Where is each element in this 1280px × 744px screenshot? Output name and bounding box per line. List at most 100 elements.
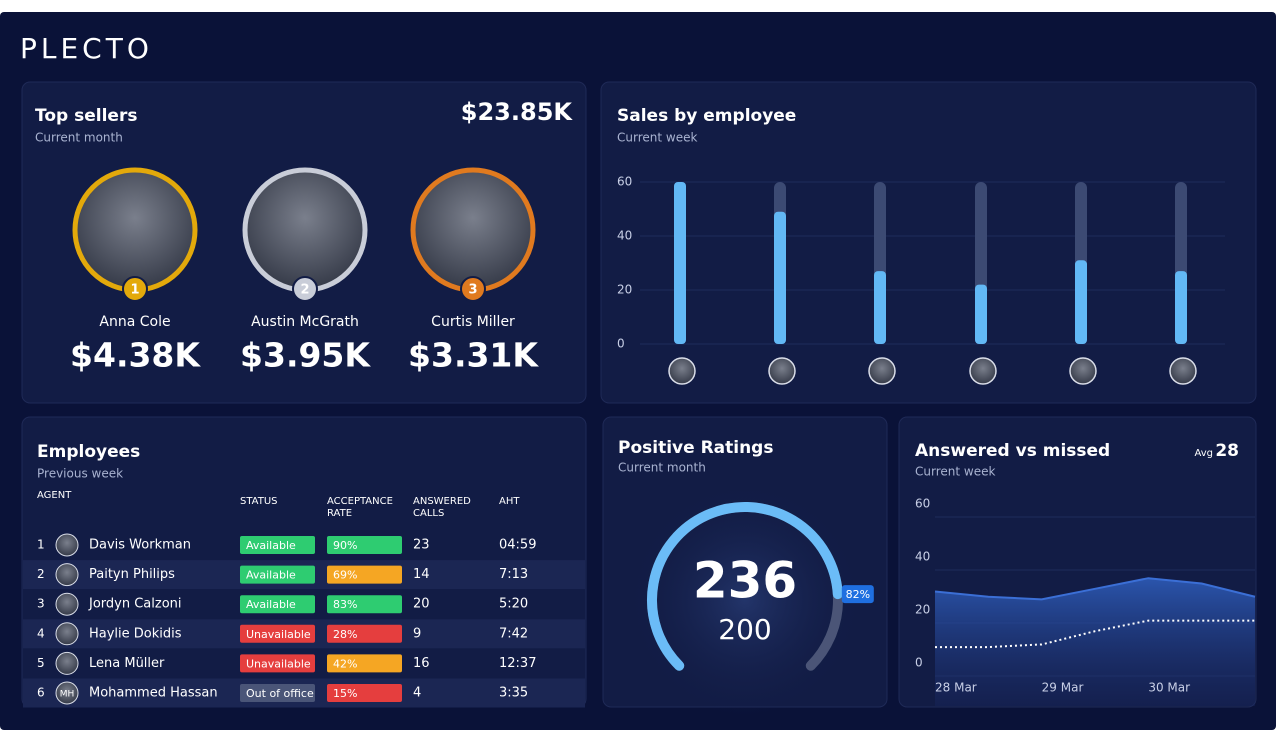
avatar bbox=[55, 563, 79, 587]
rate-pill bbox=[327, 536, 402, 554]
panel-title: Sales by employee bbox=[617, 106, 796, 126]
employee-avatar bbox=[868, 357, 896, 385]
rank: 2 bbox=[37, 567, 45, 581]
avatar bbox=[55, 681, 79, 705]
acceptance-rate: 69% bbox=[333, 569, 357, 582]
panel-subtitle: Current month bbox=[35, 131, 123, 145]
panel-title: Top sellers bbox=[35, 106, 137, 126]
area bbox=[935, 578, 1255, 706]
status: Out of office bbox=[246, 687, 314, 700]
agent-name: Paityn Philips bbox=[89, 567, 175, 582]
y-tick-label: 40 bbox=[915, 550, 930, 564]
answered-calls: 4 bbox=[413, 686, 421, 701]
avatar-ring bbox=[242, 167, 368, 293]
rate-pill bbox=[327, 595, 402, 614]
line bbox=[935, 619, 1255, 649]
status-pill bbox=[240, 565, 315, 584]
avg-value: 28 bbox=[1215, 441, 1239, 461]
y-tick-label: 0 bbox=[915, 656, 923, 670]
status-pill bbox=[240, 654, 315, 673]
rate-pill bbox=[327, 565, 402, 584]
status-pill bbox=[240, 684, 315, 702]
rank: 2 bbox=[300, 283, 309, 298]
percent-label: 82% bbox=[846, 588, 870, 601]
seller-amount: $4.38K bbox=[70, 336, 201, 375]
status: Available bbox=[246, 539, 296, 552]
aht: 5:20 bbox=[499, 597, 528, 612]
aht: 7:42 bbox=[499, 626, 528, 641]
employee-avatar bbox=[668, 357, 696, 385]
answered-calls: 16 bbox=[413, 656, 430, 671]
status: Available bbox=[246, 598, 296, 611]
seller-amount: $3.31K bbox=[408, 336, 539, 375]
panel bbox=[600, 81, 1257, 404]
bar bbox=[1175, 271, 1187, 344]
avatar bbox=[55, 651, 79, 675]
answered-calls: 9 bbox=[413, 626, 421, 641]
rank: 3 bbox=[468, 283, 477, 298]
x-tick-label: 30 Mar bbox=[1148, 681, 1190, 695]
status-pill bbox=[240, 624, 315, 643]
y-tick-label: 20 bbox=[617, 283, 632, 297]
panel-subtitle: Current month bbox=[618, 461, 706, 475]
agent-name: Mohammed Hassan bbox=[89, 686, 218, 701]
agent-name: Haylie Dokidis bbox=[89, 626, 182, 641]
aht: 3:35 bbox=[499, 686, 528, 701]
y-tick-label: 60 bbox=[915, 497, 930, 511]
percent-badge bbox=[841, 585, 874, 604]
seller-name: Anna Cole bbox=[99, 314, 170, 330]
rank: 1 bbox=[130, 283, 139, 298]
acceptance-rate: 15% bbox=[333, 687, 357, 700]
gauge-fill bbox=[647, 502, 843, 671]
y-tick-label: 60 bbox=[617, 175, 632, 189]
avatar-ring bbox=[410, 167, 536, 293]
column-header: AHT bbox=[499, 496, 520, 507]
seller-name: Curtis Miller bbox=[431, 314, 515, 330]
rank: 3 bbox=[37, 597, 45, 611]
acceptance-rate: 83% bbox=[333, 598, 357, 611]
rank: 1 bbox=[37, 538, 45, 552]
employee-avatar bbox=[969, 357, 997, 385]
gauge-glow bbox=[625, 480, 865, 720]
total: $23.85K bbox=[461, 98, 574, 126]
panel-subtitle: Current week bbox=[915, 465, 995, 479]
rank: 6 bbox=[37, 686, 45, 700]
agent-name: Lena Müller bbox=[89, 656, 165, 671]
answered-calls: 20 bbox=[413, 597, 430, 612]
status: Available bbox=[246, 569, 296, 582]
panel-title: Employees bbox=[37, 442, 140, 462]
avg-label: Avg bbox=[1194, 448, 1213, 459]
bar bbox=[1075, 260, 1087, 344]
column-header: AGENT bbox=[37, 490, 72, 501]
avatar bbox=[55, 592, 79, 616]
avatar-ring bbox=[72, 167, 198, 293]
acceptance-rate: 28% bbox=[333, 628, 357, 641]
rank: 5 bbox=[37, 656, 45, 670]
initials: MH bbox=[60, 690, 75, 700]
rank-badge bbox=[292, 276, 318, 302]
rate-pill bbox=[327, 624, 402, 643]
y-tick-label: 20 bbox=[915, 603, 930, 617]
panel-title: Answered vs missed bbox=[915, 441, 1110, 461]
employee-avatar bbox=[1169, 357, 1197, 385]
bar bbox=[975, 284, 987, 344]
seller-amount: $3.95K bbox=[240, 336, 371, 375]
aht: 12:37 bbox=[499, 656, 536, 671]
aht: 7:13 bbox=[499, 567, 528, 582]
employee-avatar bbox=[1069, 357, 1097, 385]
bar bbox=[674, 182, 686, 344]
bar bbox=[774, 211, 786, 344]
x-tick-label: 28 Mar bbox=[935, 681, 977, 695]
rate-pill bbox=[327, 654, 402, 673]
avatar bbox=[55, 622, 79, 646]
panel-subtitle: Current week bbox=[617, 131, 697, 145]
x-tick-label: 29 Mar bbox=[1042, 681, 1084, 695]
y-tick-label: 0 bbox=[617, 337, 625, 351]
rank-badge bbox=[122, 276, 148, 302]
rate-pill bbox=[327, 684, 402, 702]
status-pill bbox=[240, 536, 315, 554]
acceptance-rate: 42% bbox=[333, 657, 357, 670]
rank-badge bbox=[460, 276, 486, 302]
status: Unavailable bbox=[246, 657, 311, 670]
